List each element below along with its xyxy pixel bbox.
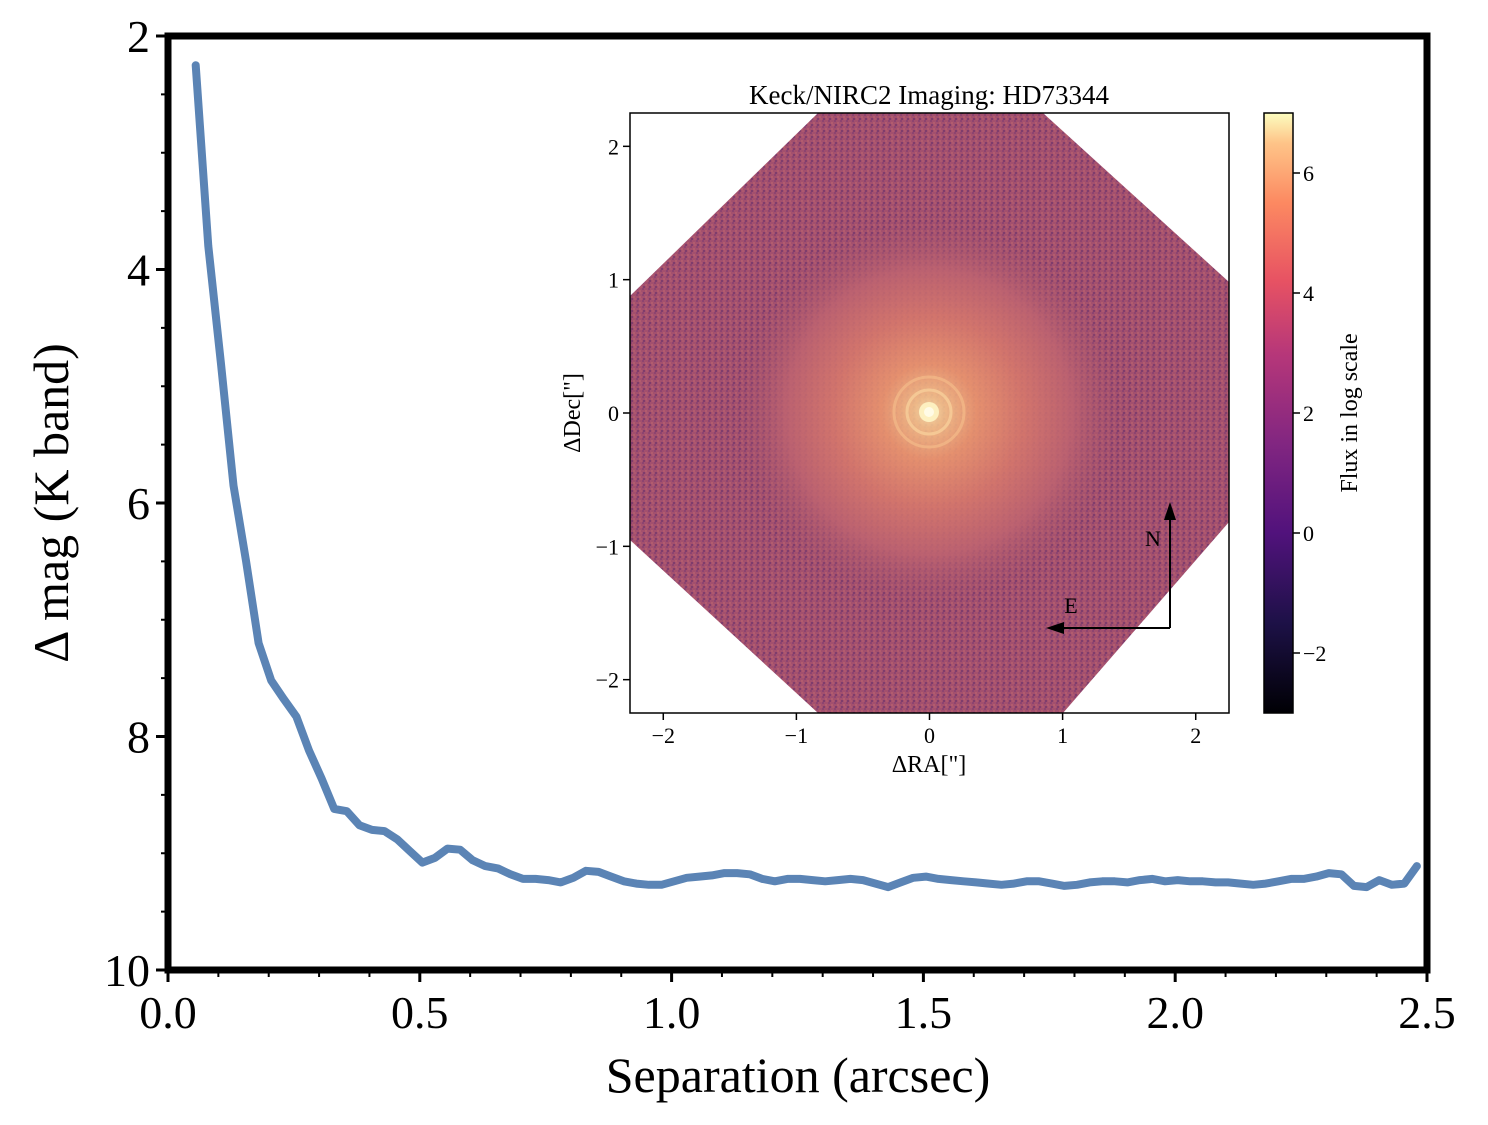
main-y-tick-label: 2: [127, 11, 150, 62]
compass: [1046, 502, 1176, 634]
main-y-axis: 2 4 6 8 10: [104, 11, 168, 996]
compass-north-arrowhead: [1164, 502, 1176, 520]
inset-x-axis: −2 −1 0 1 2: [652, 713, 1201, 748]
inset-x-tick-label: −1: [785, 723, 808, 748]
contrast-curve-line: [191, 61, 1421, 892]
colorbar-tick-label: −2: [1303, 641, 1326, 666]
psf-peak: [924, 407, 934, 417]
compass-east-arrowhead: [1046, 622, 1064, 634]
inset-x-tick-label: 2: [1190, 723, 1201, 748]
compass-north-label: N: [1145, 526, 1161, 551]
main-y-tick-label: 8: [127, 712, 150, 763]
main-x-tick-label: 0.0: [139, 987, 197, 1038]
main-plot-frame: [164, 32, 1431, 974]
main-y-tick-label: 10: [104, 945, 150, 996]
psf-ring: [892, 375, 966, 449]
colorbar-gradient: [1263, 112, 1294, 714]
psf-ring: [905, 388, 953, 436]
main-x-tick-label: 2.0: [1146, 987, 1204, 1038]
colorbar-tick-label: 4: [1303, 281, 1314, 306]
inset-y-tick-label: 0: [608, 401, 619, 426]
inset-x-tick-label: −2: [652, 723, 675, 748]
inset-y-tick-label: −1: [596, 534, 619, 559]
inset-y-axis-label: ΔDec["]: [560, 373, 586, 453]
main-y-tick-label: 6: [127, 478, 150, 529]
colorbar-axis: −2 0 2 4 6: [1293, 161, 1326, 666]
main-x-tick-label: 2.5: [1398, 987, 1456, 1038]
inset-plot: −2 −1 0 1 2 −2 −1 0 1 2 Keck/NIRC2 Imaging: HD73…: [560, 80, 1230, 778]
colorbar-tick-label: 0: [1303, 521, 1314, 546]
main-x-tick-label: 1.5: [895, 987, 953, 1038]
inset-x-tick-label: 1: [1057, 723, 1068, 748]
inset-y-tick-label: −2: [596, 668, 619, 693]
main-x-tick-label: 0.5: [391, 987, 449, 1038]
main-y-tick-label: 4: [127, 245, 150, 296]
main-y-axis-label: Δ mag (K band): [23, 343, 79, 663]
inset-x-axis-label: ΔRA["]: [892, 752, 967, 778]
main-x-tick-label: 1.0: [643, 987, 701, 1038]
colorbar-tick-label: 6: [1303, 161, 1314, 186]
colorbar: −2 0 2 4 6 Flux in log scale: [1263, 112, 1363, 714]
colorbar-tick-label: 2: [1303, 401, 1314, 426]
main-x-axis-label: Separation (arcsec): [606, 1047, 991, 1103]
main-x-axis: 0.0 0.5 1.0 1.5 2.0 2.5: [139, 970, 1456, 1038]
colorbar-label: Flux in log scale: [1337, 333, 1363, 492]
inset-x-tick-label: 0: [924, 723, 935, 748]
inset-y-axis: −2 −1 0 1 2: [596, 134, 630, 693]
inset-y-tick-label: 2: [608, 134, 619, 159]
inset-title: Keck/NIRC2 Imaging: HD73344: [749, 80, 1109, 110]
compass-east-label: E: [1064, 593, 1077, 618]
inset-y-tick-label: 1: [608, 268, 619, 293]
